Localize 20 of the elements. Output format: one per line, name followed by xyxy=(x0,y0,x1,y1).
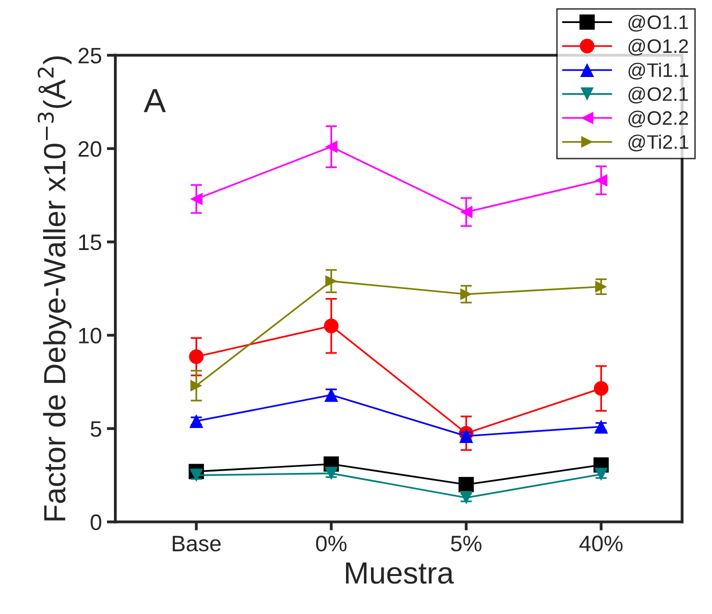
y-tick-label: 15 xyxy=(79,234,102,250)
legend-label: @O1.1 xyxy=(628,14,688,32)
y-tick-label: 5 xyxy=(90,421,102,437)
x-tick-label: 0% xyxy=(316,536,347,552)
legend-label: @O1.2 xyxy=(628,38,688,56)
y-tick-label: 20 xyxy=(78,141,102,157)
y-axis-title: Factor de Debye-Waller x10$^{−3}$(Å$^{2}$) xyxy=(38,56,72,520)
x-tick-label: Base xyxy=(172,536,221,552)
legend-label: @O2.2 xyxy=(628,110,688,128)
y-tick-label: 10 xyxy=(79,328,102,344)
y-tick-label: 25 xyxy=(78,48,102,64)
x-tick-label: 5% xyxy=(451,536,482,552)
annotation: A xyxy=(144,89,166,112)
x-tick-label: 40% xyxy=(579,536,623,552)
legend-label: @O2.1 xyxy=(628,86,688,104)
y-tick-label: 0 xyxy=(90,514,102,530)
legend-label: @Ti2.1 xyxy=(628,134,688,152)
x-axis-title: Muestra xyxy=(346,562,454,584)
point xyxy=(595,280,608,293)
legend-label: @Ti1.1 xyxy=(628,62,688,80)
